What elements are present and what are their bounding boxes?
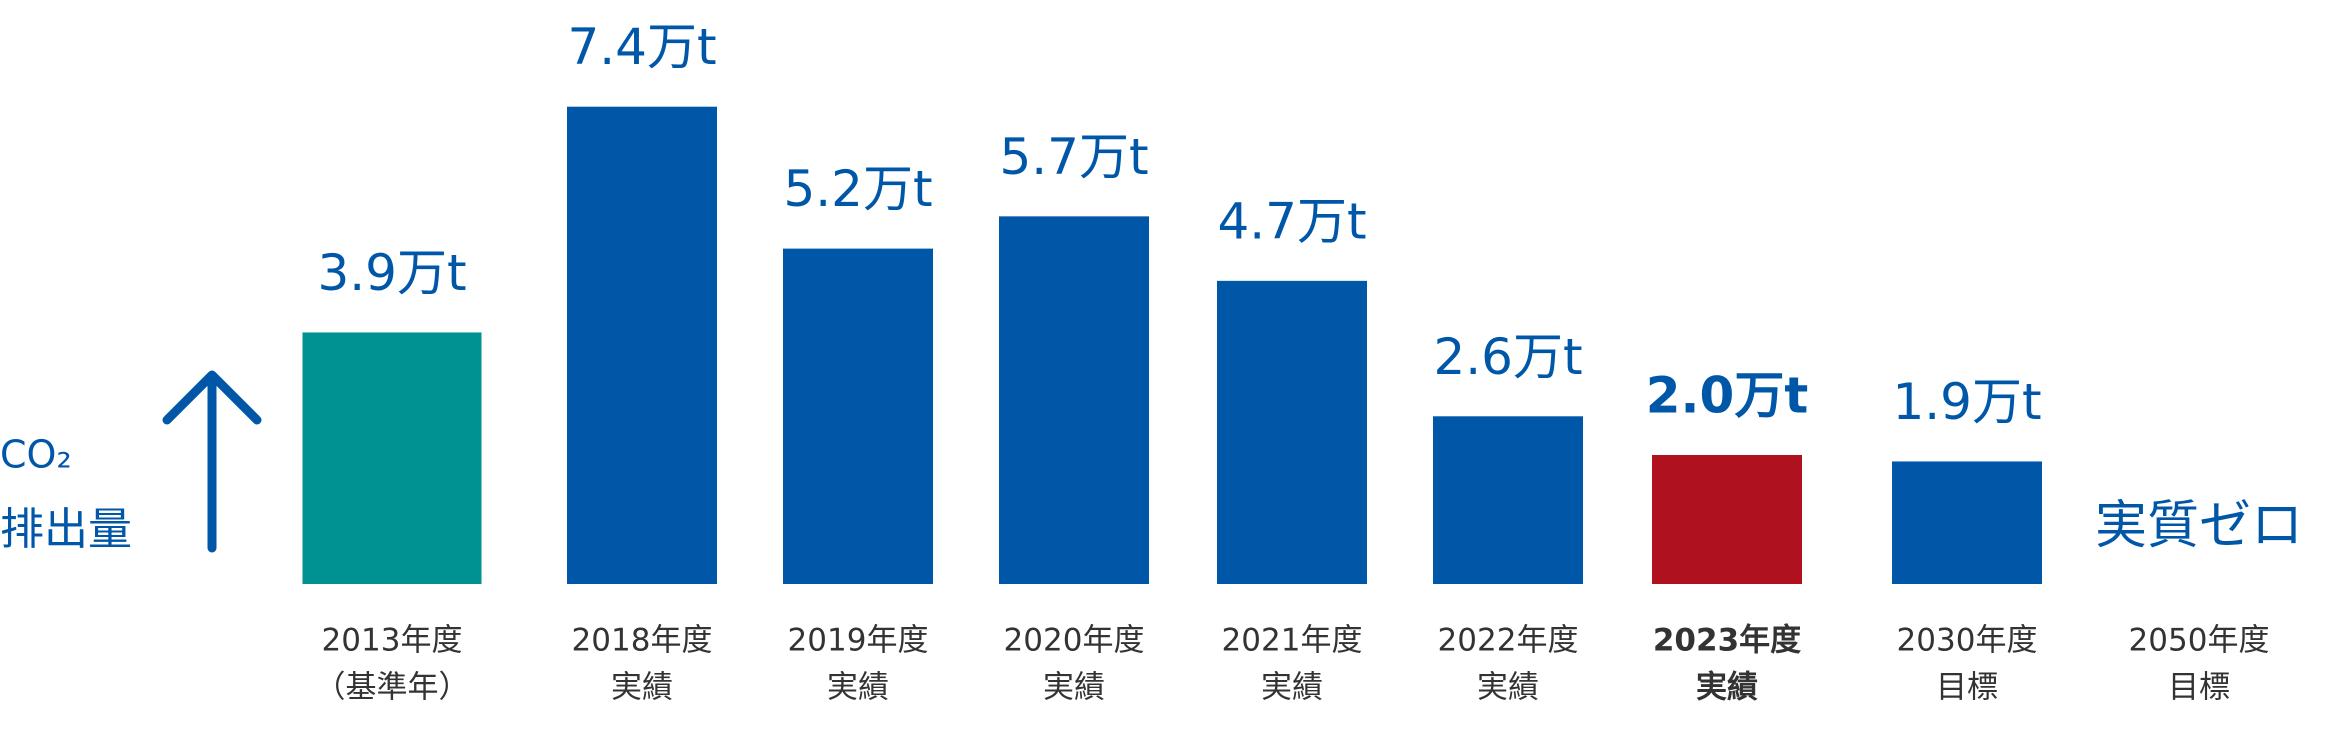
x-tick-label: 2023年度: [1653, 623, 1801, 659]
bar: [783, 248, 933, 584]
value-label: 4.7万t: [1217, 192, 1366, 250]
bar: [1433, 416, 1583, 584]
value-label: 5.2万t: [783, 160, 932, 218]
axis-arrow-head: [162, 370, 262, 425]
x-tick-label: 2030年度: [1897, 623, 2038, 659]
x-tick-label: 目標: [1936, 670, 1998, 706]
x-tick-label: 2020年度: [1004, 623, 1145, 659]
x-tick-label: 2013年度: [322, 623, 463, 659]
x-tick-label: 実績: [1696, 670, 1758, 706]
bar: [1892, 461, 2042, 584]
bar: [302, 332, 482, 584]
x-tick-label: 実績: [1477, 670, 1539, 706]
x-tick-label: 2019年度: [788, 623, 929, 659]
x-tick-label: 2018年度: [572, 623, 713, 659]
x-tick-label: 実績: [827, 670, 889, 706]
value-label: 1.9万t: [1892, 373, 2041, 431]
x-tick-label: 2022年度: [1438, 623, 1579, 659]
bar: [999, 216, 1149, 584]
value-label: 3.9万t: [317, 244, 466, 302]
value-label: 2.6万t: [1433, 328, 1582, 386]
value-label: 5.7万t: [999, 128, 1148, 186]
y-label: 排出量: [0, 504, 132, 555]
bar: [1652, 455, 1802, 584]
value-label: 7.4万t: [567, 18, 716, 76]
bar: [1217, 280, 1367, 584]
y-label: CO₂: [0, 433, 72, 477]
x-tick-label: 2050年度: [2129, 623, 2270, 659]
x-tick-label: 実績: [611, 670, 673, 706]
bar: [567, 106, 717, 584]
x-tick-label: 目標: [2168, 670, 2230, 706]
x-tick-label: 実績: [1261, 670, 1323, 706]
value-label: 2.0万t: [1646, 367, 1808, 425]
x-tick-label: 実績: [1043, 670, 1105, 706]
value-label: 実質ゼロ: [2095, 496, 2303, 556]
x-tick-label: （基準年）: [315, 670, 470, 706]
x-tick-label: 2021年度: [1222, 623, 1363, 659]
